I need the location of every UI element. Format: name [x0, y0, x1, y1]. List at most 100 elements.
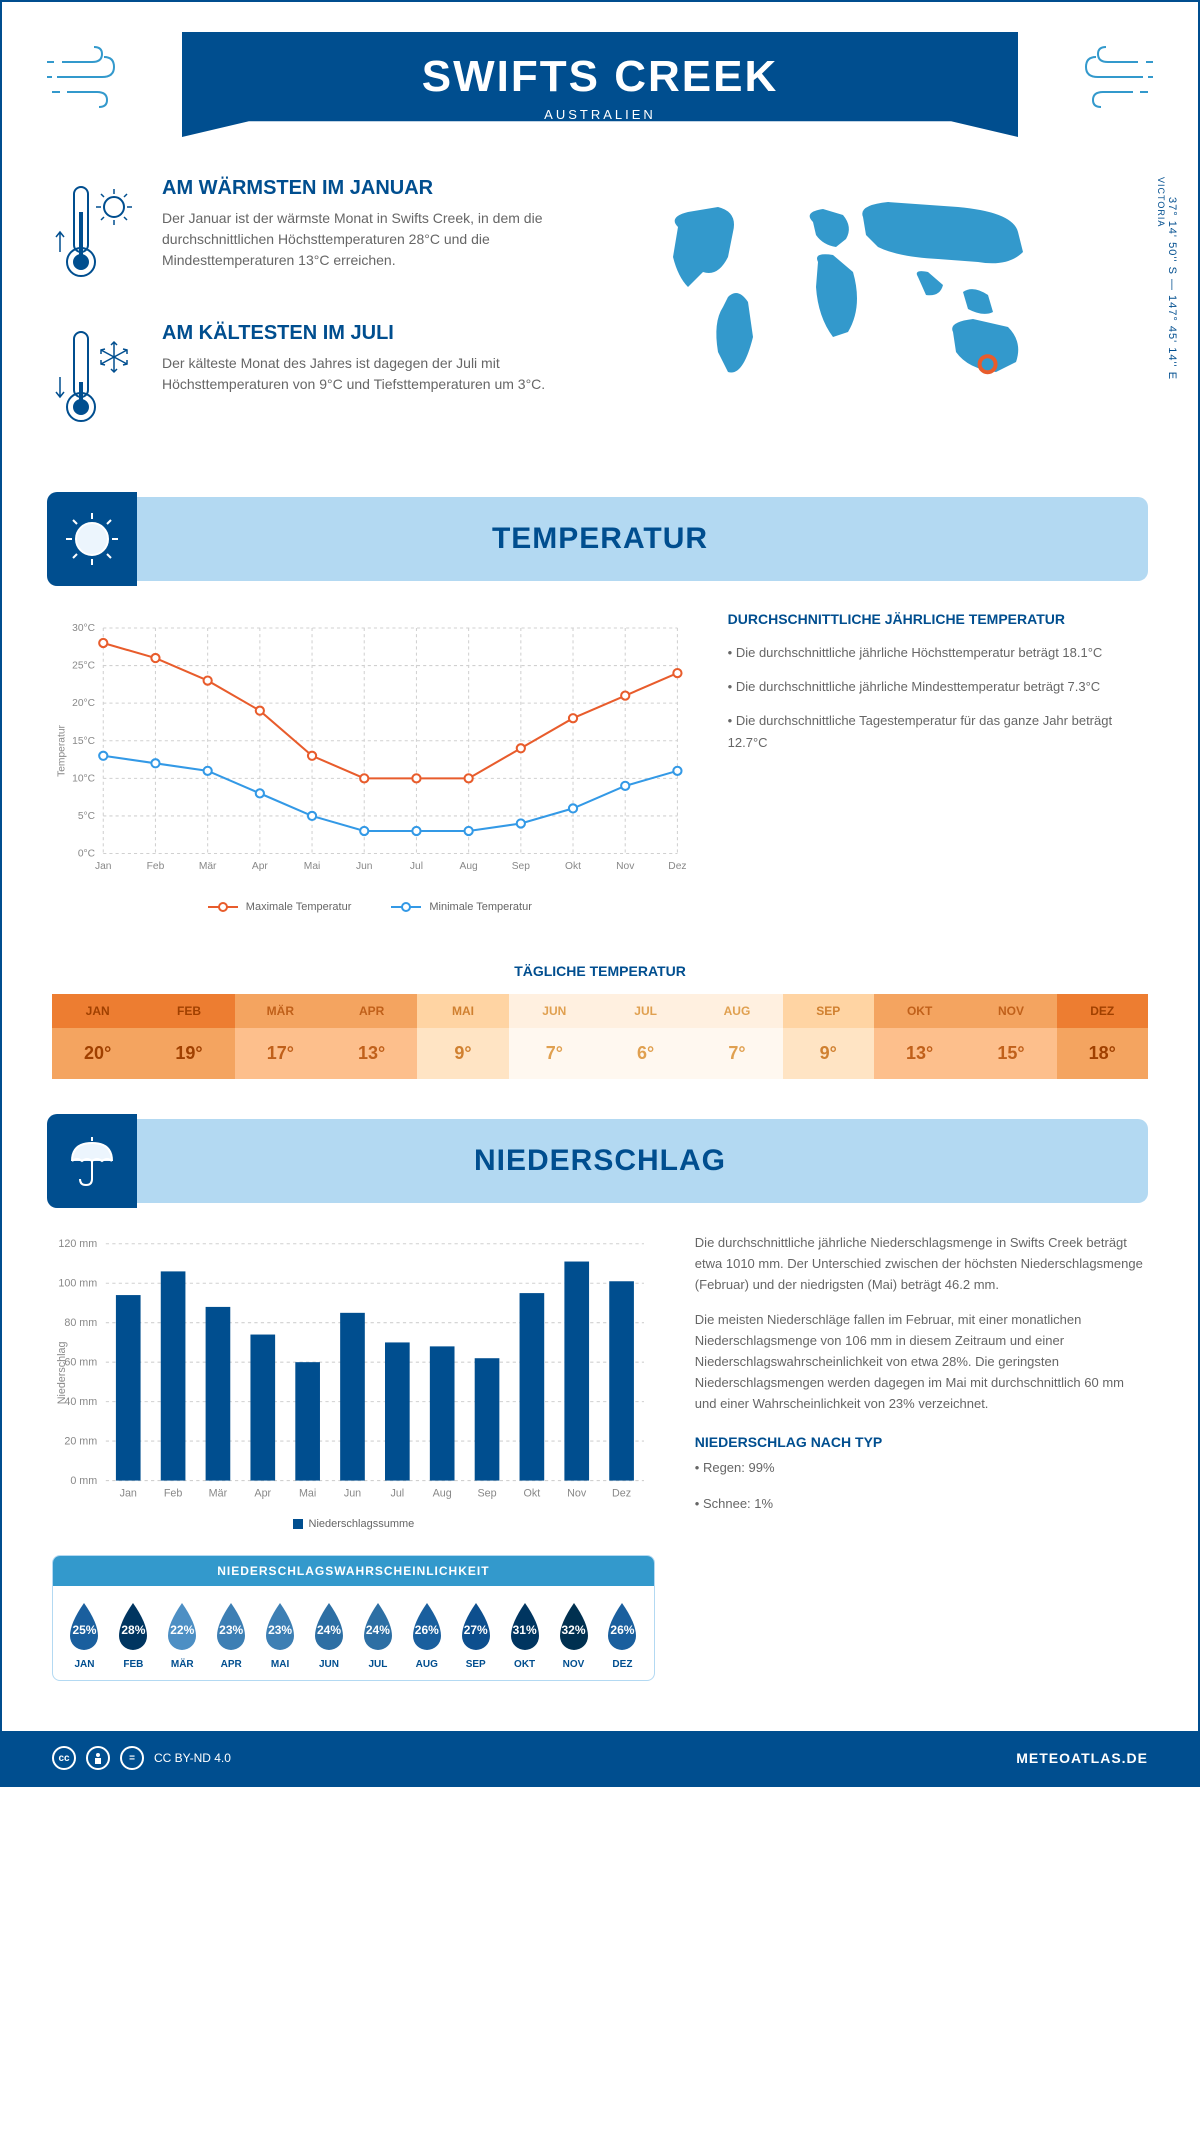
world-map — [618, 177, 1148, 422]
precipitation-title: NIEDERSCHLAG — [52, 1144, 1148, 1178]
temperature-title: TEMPERATUR — [52, 522, 1148, 556]
svg-text:0 mm: 0 mm — [70, 1475, 97, 1487]
svg-text:20°C: 20°C — [72, 698, 96, 709]
svg-text:20 mm: 20 mm — [64, 1435, 97, 1447]
svg-text:5°C: 5°C — [78, 811, 96, 822]
temp-table-cell: NOV 15° — [965, 994, 1056, 1079]
svg-text:Niederschlag: Niederschlag — [56, 1342, 68, 1405]
precip-type-item: • Regen: 99% — [695, 1458, 1148, 1479]
svg-text:120 mm: 120 mm — [58, 1238, 97, 1250]
legend-min-label: Minimale Temperatur — [429, 901, 532, 913]
prob-drop: 28%FEB — [110, 1601, 157, 1670]
temperature-section-header: TEMPERATUR — [52, 497, 1148, 581]
precipitation-section-header: NIEDERSCHLAG — [52, 1119, 1148, 1203]
daily-temp-table: JAN 20°FEB 19°MÄR 17°APR 13°MAI 9°JUN 7°… — [52, 994, 1148, 1079]
prob-drop: 23%APR — [208, 1601, 255, 1670]
svg-text:80 mm: 80 mm — [64, 1317, 97, 1329]
precip-text-2: Die meisten Niederschläge fallen im Febr… — [695, 1310, 1148, 1414]
warmest-block: AM WÄRMSTEN IM JANUAR Der Januar ist der… — [52, 177, 578, 292]
svg-text:Apr: Apr — [254, 1488, 271, 1500]
page-title: SWIFTS CREEK — [182, 52, 1018, 102]
wind-icon — [1058, 42, 1158, 117]
prob-drop: 23%MAI — [257, 1601, 304, 1670]
svg-text:Jun: Jun — [356, 861, 373, 872]
temp-table-cell: OKT 13° — [874, 994, 965, 1079]
coldest-block: AM KÄLTESTEN IM JULI Der kälteste Monat … — [52, 322, 578, 437]
temp-table-cell: FEB 19° — [143, 994, 234, 1079]
temp-table-cell: JUN 7° — [509, 994, 600, 1079]
svg-text:Feb: Feb — [164, 1488, 183, 1500]
prob-drop: 22%MÄR — [159, 1601, 206, 1670]
svg-text:40 mm: 40 mm — [64, 1396, 97, 1408]
cc-icon: cc — [52, 1746, 76, 1770]
thermometer-hot-icon — [52, 177, 142, 292]
precip-text-1: Die durchschnittliche jährliche Niedersc… — [695, 1233, 1148, 1295]
umbrella-icon — [47, 1114, 137, 1208]
svg-text:Okt: Okt — [524, 1488, 541, 1500]
prob-drop: 27%SEP — [452, 1601, 499, 1670]
prob-drop: 32%NOV — [550, 1601, 597, 1670]
svg-text:Temperatur: Temperatur — [56, 724, 67, 776]
prob-drop: 25%JAN — [61, 1601, 108, 1670]
warmest-text: Der Januar ist der wärmste Monat in Swif… — [162, 208, 578, 271]
by-icon — [86, 1746, 110, 1770]
license-text: CC BY-ND 4.0 — [154, 1751, 231, 1765]
svg-text:25°C: 25°C — [72, 661, 96, 672]
svg-text:Feb: Feb — [147, 861, 165, 872]
temp-table-cell: APR 13° — [326, 994, 417, 1079]
prob-drop: 24%JUN — [306, 1601, 353, 1670]
svg-text:60 mm: 60 mm — [64, 1356, 97, 1368]
temp-table-cell: MÄR 17° — [235, 994, 326, 1079]
svg-text:Jun: Jun — [344, 1488, 361, 1500]
prob-drop: 26%AUG — [403, 1601, 450, 1670]
coldest-text: Der kälteste Monat des Jahres ist dagege… — [162, 353, 578, 395]
prob-drop: 26%DEZ — [599, 1601, 646, 1670]
svg-text:Mai: Mai — [304, 861, 321, 872]
legend-max-label: Maximale Temperatur — [246, 901, 352, 913]
site-name: METEOATLAS.DE — [1016, 1750, 1148, 1766]
svg-text:Mär: Mär — [199, 861, 217, 872]
precip-type-title: NIEDERSCHLAG NACH TYP — [695, 1434, 1148, 1450]
svg-text:Mai: Mai — [299, 1488, 316, 1500]
svg-text:100 mm: 100 mm — [58, 1277, 97, 1289]
temp-table-cell: AUG 7° — [691, 994, 782, 1079]
svg-text:Dez: Dez — [612, 1488, 631, 1500]
temp-table-cell: SEP 9° — [783, 994, 874, 1079]
page-header: SWIFTS CREEK AUSTRALIEN — [182, 32, 1018, 137]
svg-text:Jul: Jul — [390, 1488, 404, 1500]
temperature-line-chart: 0°C5°C10°C15°C20°C25°C30°CJanFebMärAprMa… — [52, 611, 688, 891]
svg-text:30°C: 30°C — [72, 623, 96, 634]
precipitation-legend: Niederschlagssumme — [52, 1518, 655, 1530]
svg-text:10°C: 10°C — [72, 773, 96, 784]
prob-title: NIEDERSCHLAGSWAHRSCHEINLICHKEIT — [53, 1556, 654, 1586]
page-footer: cc = CC BY-ND 4.0 METEOATLAS.DE — [2, 1731, 1198, 1785]
precipitation-probability: NIEDERSCHLAGSWAHRSCHEINLICHKEIT 25%JAN28… — [52, 1555, 655, 1681]
temp-table-cell: MAI 9° — [417, 994, 508, 1079]
temp-table-cell: JAN 20° — [52, 994, 143, 1079]
svg-text:Sep: Sep — [512, 861, 531, 872]
svg-text:Apr: Apr — [252, 861, 269, 872]
svg-text:Jan: Jan — [95, 861, 112, 872]
sun-icon — [47, 492, 137, 586]
region-label: VICTORIA — [1156, 177, 1166, 227]
temp-table-cell: JUL 6° — [600, 994, 691, 1079]
svg-text:Aug: Aug — [460, 861, 479, 872]
svg-text:Okt: Okt — [565, 861, 581, 872]
warmest-title: AM WÄRMSTEN IM JANUAR — [162, 177, 578, 200]
avg-temp-item: • Die durchschnittliche Tagestemperatur … — [728, 710, 1148, 754]
svg-text:Mär: Mär — [209, 1488, 228, 1500]
svg-text:Jan: Jan — [120, 1488, 137, 1500]
precip-type-item: • Schnee: 1% — [695, 1494, 1148, 1515]
thermometer-cold-icon — [52, 322, 142, 437]
svg-text:Nov: Nov — [567, 1488, 587, 1500]
svg-text:0°C: 0°C — [78, 849, 96, 860]
coordinates: 37° 14' 50'' S — 147° 45' 14'' E — [1166, 197, 1178, 380]
page-subtitle: AUSTRALIEN — [182, 107, 1018, 122]
svg-text:Aug: Aug — [433, 1488, 452, 1500]
nd-icon: = — [120, 1746, 144, 1770]
prob-drop: 24%JUL — [354, 1601, 401, 1670]
precipitation-bar-chart: 0 mm 20 mm 40 mm 60 mm 80 mm 100 mm 120 mm Nied… — [52, 1233, 655, 1513]
avg-temp-item: • Die durchschnittliche jährliche Mindes… — [728, 676, 1148, 698]
svg-text:Jul: Jul — [410, 861, 423, 872]
svg-text:Sep: Sep — [477, 1488, 496, 1500]
